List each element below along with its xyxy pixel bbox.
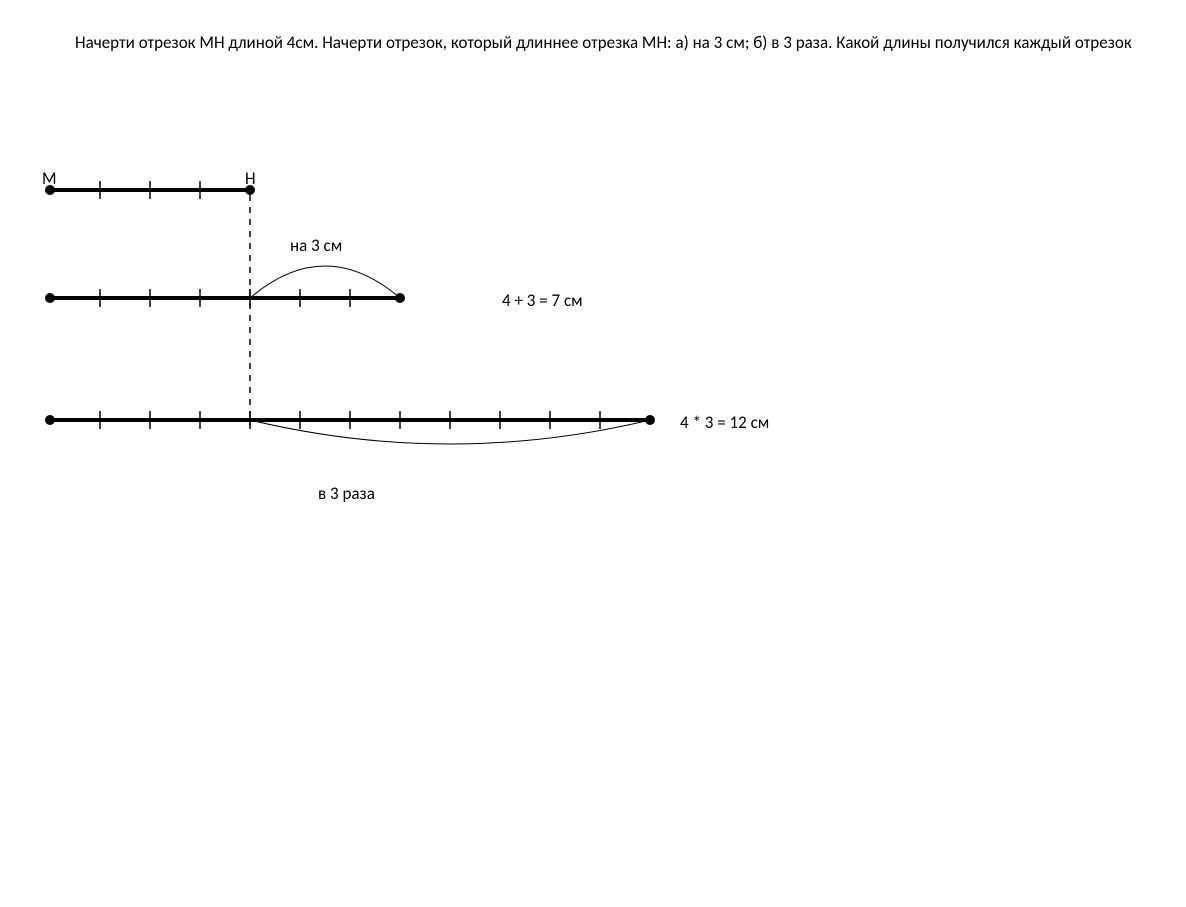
segments-diagram xyxy=(0,0,1186,902)
label-point-h: Н xyxy=(245,168,256,189)
result-b-text: 4 * 3 = 12 см xyxy=(680,412,769,433)
diagram-container xyxy=(0,0,1186,907)
label-times3: в 3 раза xyxy=(318,483,375,504)
result-a-text: 4 + 3 = 7 см xyxy=(502,290,583,311)
page-root: Начерти отрезок МН длиной 4см. Начерти о… xyxy=(0,0,1186,902)
label-plus3: на 3 см xyxy=(290,235,342,256)
label-point-m: М xyxy=(42,168,57,189)
